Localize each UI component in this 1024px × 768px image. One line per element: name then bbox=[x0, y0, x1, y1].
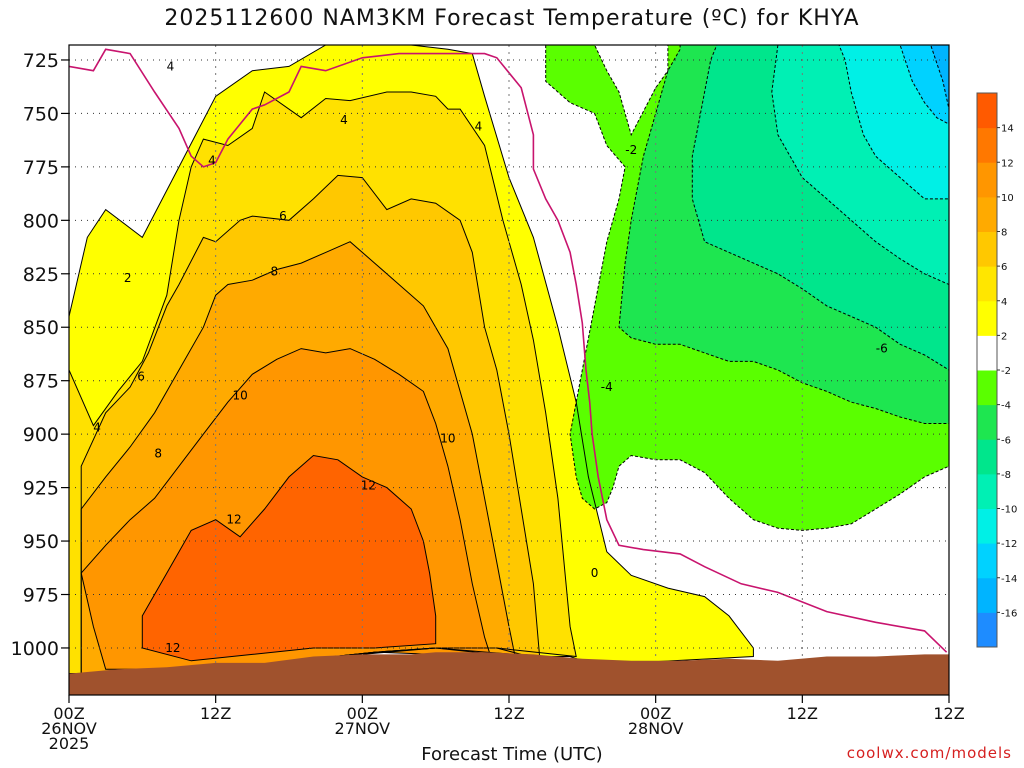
contour-cold-8-10 bbox=[771, 45, 949, 286]
region-cold-12-14 bbox=[900, 45, 949, 125]
y-tick-label: 775 bbox=[23, 157, 59, 179]
y-axis: 725 750 775 800 825 850 875 900 925 950 975 1000 bbox=[11, 50, 69, 660]
contour-label: 8 bbox=[154, 446, 162, 460]
colorbar-segment bbox=[977, 335, 997, 371]
x-tick-label: 00Z bbox=[347, 704, 378, 723]
colorbar-segment bbox=[977, 508, 997, 544]
contour-warm-2-4 bbox=[69, 45, 754, 675]
colorbar-label: -2 bbox=[1001, 366, 1011, 377]
colorbar-segment bbox=[977, 127, 997, 163]
zero-degree-contour bbox=[69, 48, 948, 653]
contour-cold-12-14 bbox=[899, 45, 949, 125]
colorbar-segment bbox=[977, 266, 997, 302]
contour-label: 0 bbox=[591, 566, 599, 580]
colorbar-label: 2 bbox=[1001, 331, 1007, 342]
colorbar-label: 6 bbox=[1001, 262, 1007, 273]
contour-warm-12-14 bbox=[141, 454, 437, 662]
colorbar-label: -12 bbox=[1001, 539, 1017, 550]
x-tick-label: 00Z bbox=[640, 704, 671, 723]
contour-cold-6-8 bbox=[691, 45, 949, 371]
x-tick-label: 27NOV bbox=[335, 719, 391, 738]
x-tick-label: 00Z bbox=[53, 704, 84, 723]
colorbar-label: -10 bbox=[1001, 505, 1017, 516]
contour-cold-10-12 bbox=[838, 45, 949, 200]
contour-label: 4 bbox=[208, 153, 216, 167]
colorbar-segment bbox=[977, 439, 997, 475]
region-cold-14-16 bbox=[930, 45, 949, 110]
colorbar-label: -8 bbox=[1001, 470, 1011, 481]
colorbar-label: 12 bbox=[1001, 158, 1014, 169]
y-tick-label: 725 bbox=[23, 50, 59, 72]
contour-cold-4-6 bbox=[618, 45, 949, 424]
x-tick-label: 28NOV bbox=[628, 719, 684, 738]
x-axis-title: Forecast Time (UTC) bbox=[421, 744, 603, 765]
contour-label: -2 bbox=[625, 143, 637, 157]
colorbar-label: 8 bbox=[1001, 228, 1007, 239]
y-tick-label: 950 bbox=[23, 531, 59, 553]
colorbar-label: -6 bbox=[1001, 435, 1011, 446]
y-tick-label: 875 bbox=[23, 371, 59, 393]
contour-label: 4 bbox=[167, 59, 175, 73]
x-tick-label: 12Z bbox=[933, 704, 964, 723]
contour-label: 6 bbox=[279, 209, 287, 223]
credit-text: coolwx.com/models bbox=[846, 744, 1012, 762]
contour-label: 12 bbox=[361, 478, 376, 492]
contour-label: 12 bbox=[226, 513, 241, 527]
colorbar-segment bbox=[977, 196, 997, 232]
contour-label: 6 bbox=[137, 369, 145, 383]
terrain-fill bbox=[69, 652, 949, 695]
contour-label: 8 bbox=[271, 265, 279, 279]
contour-label: 4 bbox=[93, 421, 101, 435]
colorbar-segment bbox=[977, 93, 997, 129]
colorbar-legend: -16 -14 -12 -10 -8 -6 -4 -2 2 4 6 8 10 12 14 bbox=[976, 92, 1017, 648]
colorbar-segment bbox=[977, 370, 997, 406]
temperature-fill-layer bbox=[69, 45, 949, 674]
colorbar-label: -4 bbox=[1001, 401, 1011, 412]
contour-label: 2 bbox=[124, 271, 132, 285]
chart-title: 2025112600 NAM3KM Forecast Temperature (… bbox=[164, 6, 860, 31]
x-tick-label: 12Z bbox=[493, 704, 524, 723]
colorbar-segment bbox=[977, 162, 997, 198]
contour-label: 4 bbox=[340, 113, 348, 127]
region-warm-12-14 bbox=[142, 455, 436, 661]
colorbar-segment bbox=[977, 473, 997, 509]
y-tick-label: 750 bbox=[23, 103, 59, 125]
x-tick-label: 12Z bbox=[787, 704, 818, 723]
contour-label: 10 bbox=[440, 431, 455, 445]
colorbar-label: 4 bbox=[1001, 297, 1007, 308]
colorbar-segment bbox=[977, 404, 997, 440]
colorbar-label: 10 bbox=[1001, 193, 1014, 204]
colorbar-segment bbox=[977, 300, 997, 336]
contour-line-layer bbox=[69, 45, 949, 675]
colorbar-segment bbox=[977, 231, 997, 267]
x-tick-label: 12Z bbox=[200, 704, 231, 723]
y-tick-label: 925 bbox=[23, 478, 59, 500]
colorbar-segment bbox=[977, 612, 997, 648]
contour-cold-2-4 bbox=[545, 45, 949, 531]
contour-label: -6 bbox=[876, 342, 888, 356]
contour-label: 4 bbox=[475, 119, 483, 133]
colorbar-segment bbox=[977, 543, 997, 579]
x-tick-label: 2025 bbox=[49, 734, 90, 753]
contour-label: -4 bbox=[601, 380, 613, 394]
contour-label: 12 bbox=[165, 641, 180, 655]
colorbar-label: -14 bbox=[1001, 574, 1017, 585]
y-tick-label: 800 bbox=[23, 210, 59, 232]
y-tick-label: 850 bbox=[23, 317, 59, 339]
y-tick-label: 975 bbox=[23, 585, 59, 607]
colorbar-label: -16 bbox=[1001, 608, 1017, 619]
y-tick-label: 900 bbox=[23, 424, 59, 446]
x-tick-label: 26NOV bbox=[41, 719, 97, 738]
colorbar-label: 14 bbox=[1001, 124, 1014, 135]
y-tick-label: 1000 bbox=[11, 638, 59, 660]
contour-label-layer: 4 4 4 4 2 6 8 4 6 8 10 10 12 12 12 -2 -4 -6 0 bbox=[93, 59, 887, 655]
colorbar-segment bbox=[977, 577, 997, 613]
terrain-layer bbox=[69, 652, 949, 695]
y-tick-label: 825 bbox=[23, 264, 59, 286]
contour-label: 10 bbox=[232, 389, 247, 403]
